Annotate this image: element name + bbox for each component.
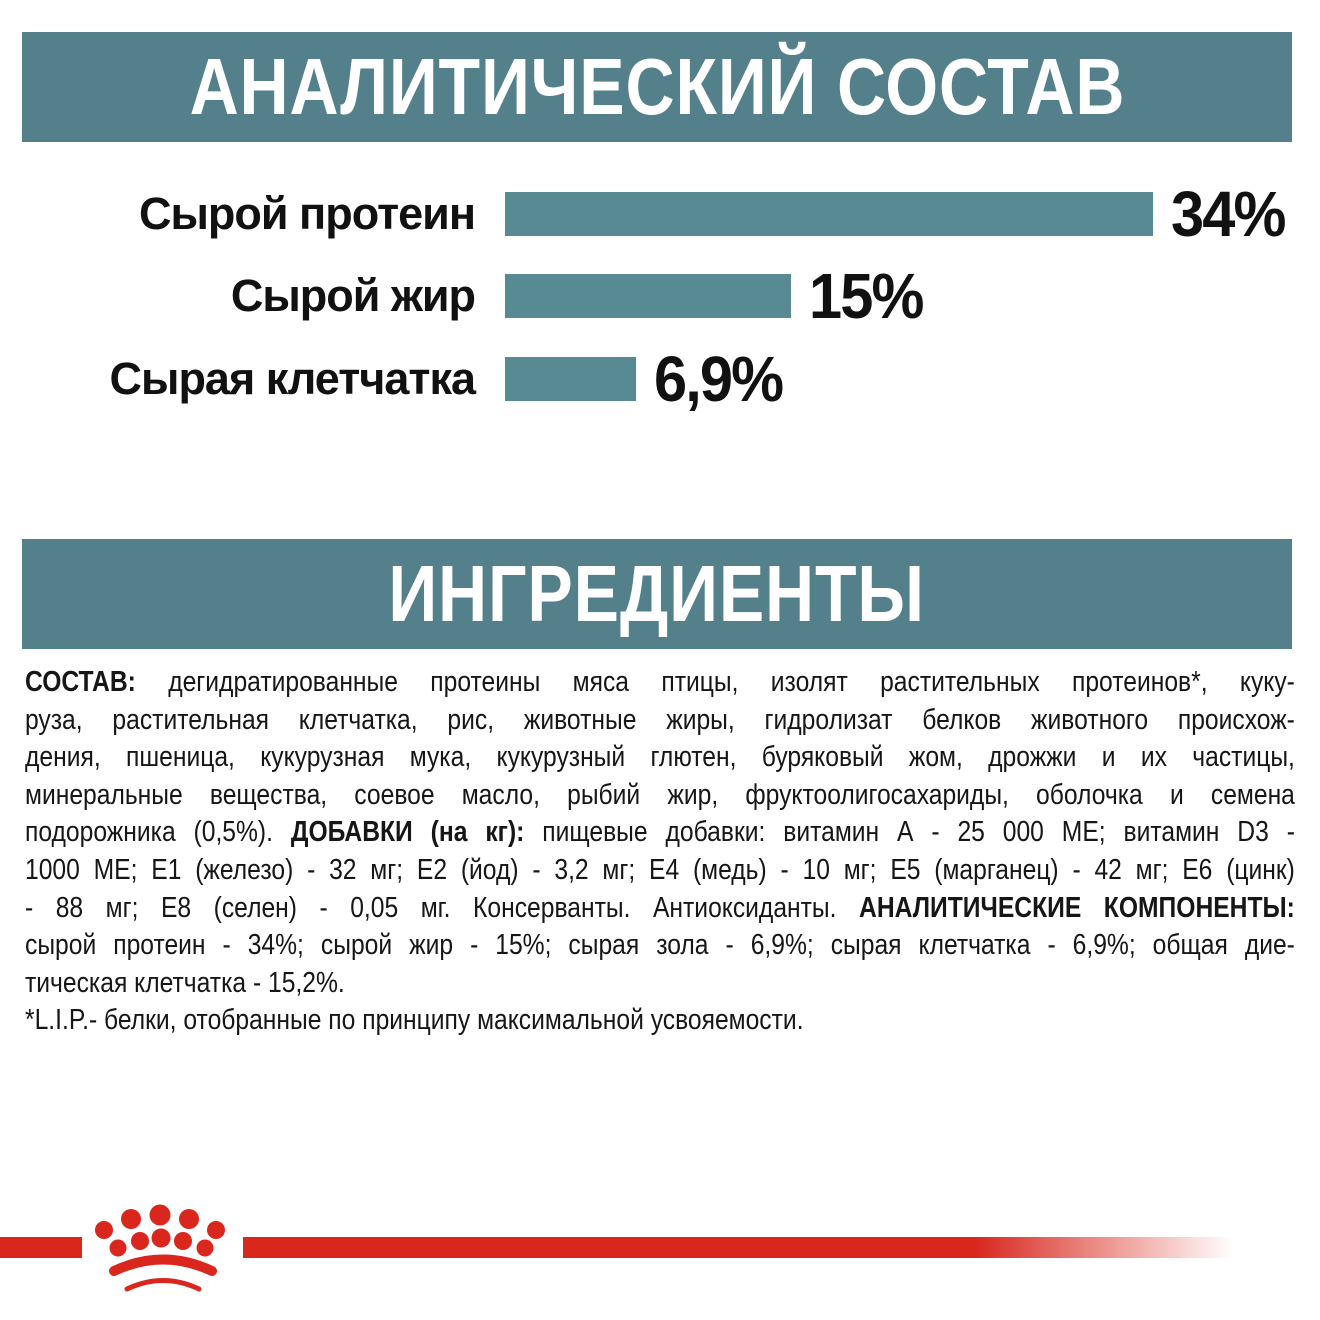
chart-row: Сырой протеин 34% — [25, 173, 1295, 255]
ingredients-line: сырой протеин - 34%; сырой жир - 15%; сы… — [25, 929, 1295, 962]
ingredients-line: *L.I.P.- белки, отобранные по принципу м… — [25, 1004, 804, 1037]
royal-canin-crown-icon — [95, 1204, 225, 1292]
analytical-composition-title: АНАЛИТИЧЕСКИЙ СОСТАВ — [189, 42, 1125, 131]
footer-divider-left — [0, 1237, 82, 1258]
ingredients-line: дения, пшеница, кукурузная мука, кукуруз… — [25, 741, 1295, 774]
ingredients-line: тическая клетчатка - 15,2%. — [25, 966, 345, 999]
chart-bar — [505, 274, 791, 318]
ingredients-line: минеральные вещества, соевое масло, рыби… — [25, 778, 1295, 811]
chart-row: Сырая клетчатка 6,9% — [25, 338, 1295, 420]
ingredients-line: подорожника (0,5%). ДОБАВКИ (на кг): пищ… — [25, 816, 1295, 849]
chart-value-label: 34% — [1171, 178, 1286, 250]
ingredients-text: СОСТАВ: дегидратированные протеины мяса … — [25, 664, 1295, 1040]
ingredients-line: СОСТАВ: дегидратированные протеины мяса … — [25, 666, 1295, 698]
analytical-composition-banner: АНАЛИТИЧЕСКИЙ СОСТАВ — [22, 32, 1292, 142]
ingredients-title: ИНГРЕДИЕНТЫ — [388, 549, 926, 638]
composition-chart: Сырой протеин 34% Сырой жир 15% Сырая клетча… — [25, 0, 1295, 450]
chart-value-label: 6,9% — [654, 343, 784, 415]
chart-category-label: Сырая клетчатка — [109, 353, 476, 404]
ingredients-line: - 88 мг; Е8 (селен) - 0,05 мг. Консерван… — [25, 891, 1295, 924]
chart-row: Сырой жир 15% — [25, 255, 1295, 337]
chart-bar — [505, 357, 636, 401]
ingredients-banner: ИНГРЕДИЕНТЫ — [22, 539, 1292, 649]
chart-category-label: Сырой жир — [230, 270, 476, 321]
chart-category-label: Сырой протеин — [138, 188, 476, 239]
chart-value-label: 15% — [809, 260, 924, 332]
ingredients-line: руза, растительная клетчатка, рис, живот… — [25, 703, 1295, 736]
footer-divider-right — [243, 1237, 1320, 1258]
chart-bar — [505, 192, 1153, 236]
ingredients-line: 1000 МЕ; Е1 (железо) - 32 мг; Е2 (йод) -… — [25, 853, 1295, 886]
